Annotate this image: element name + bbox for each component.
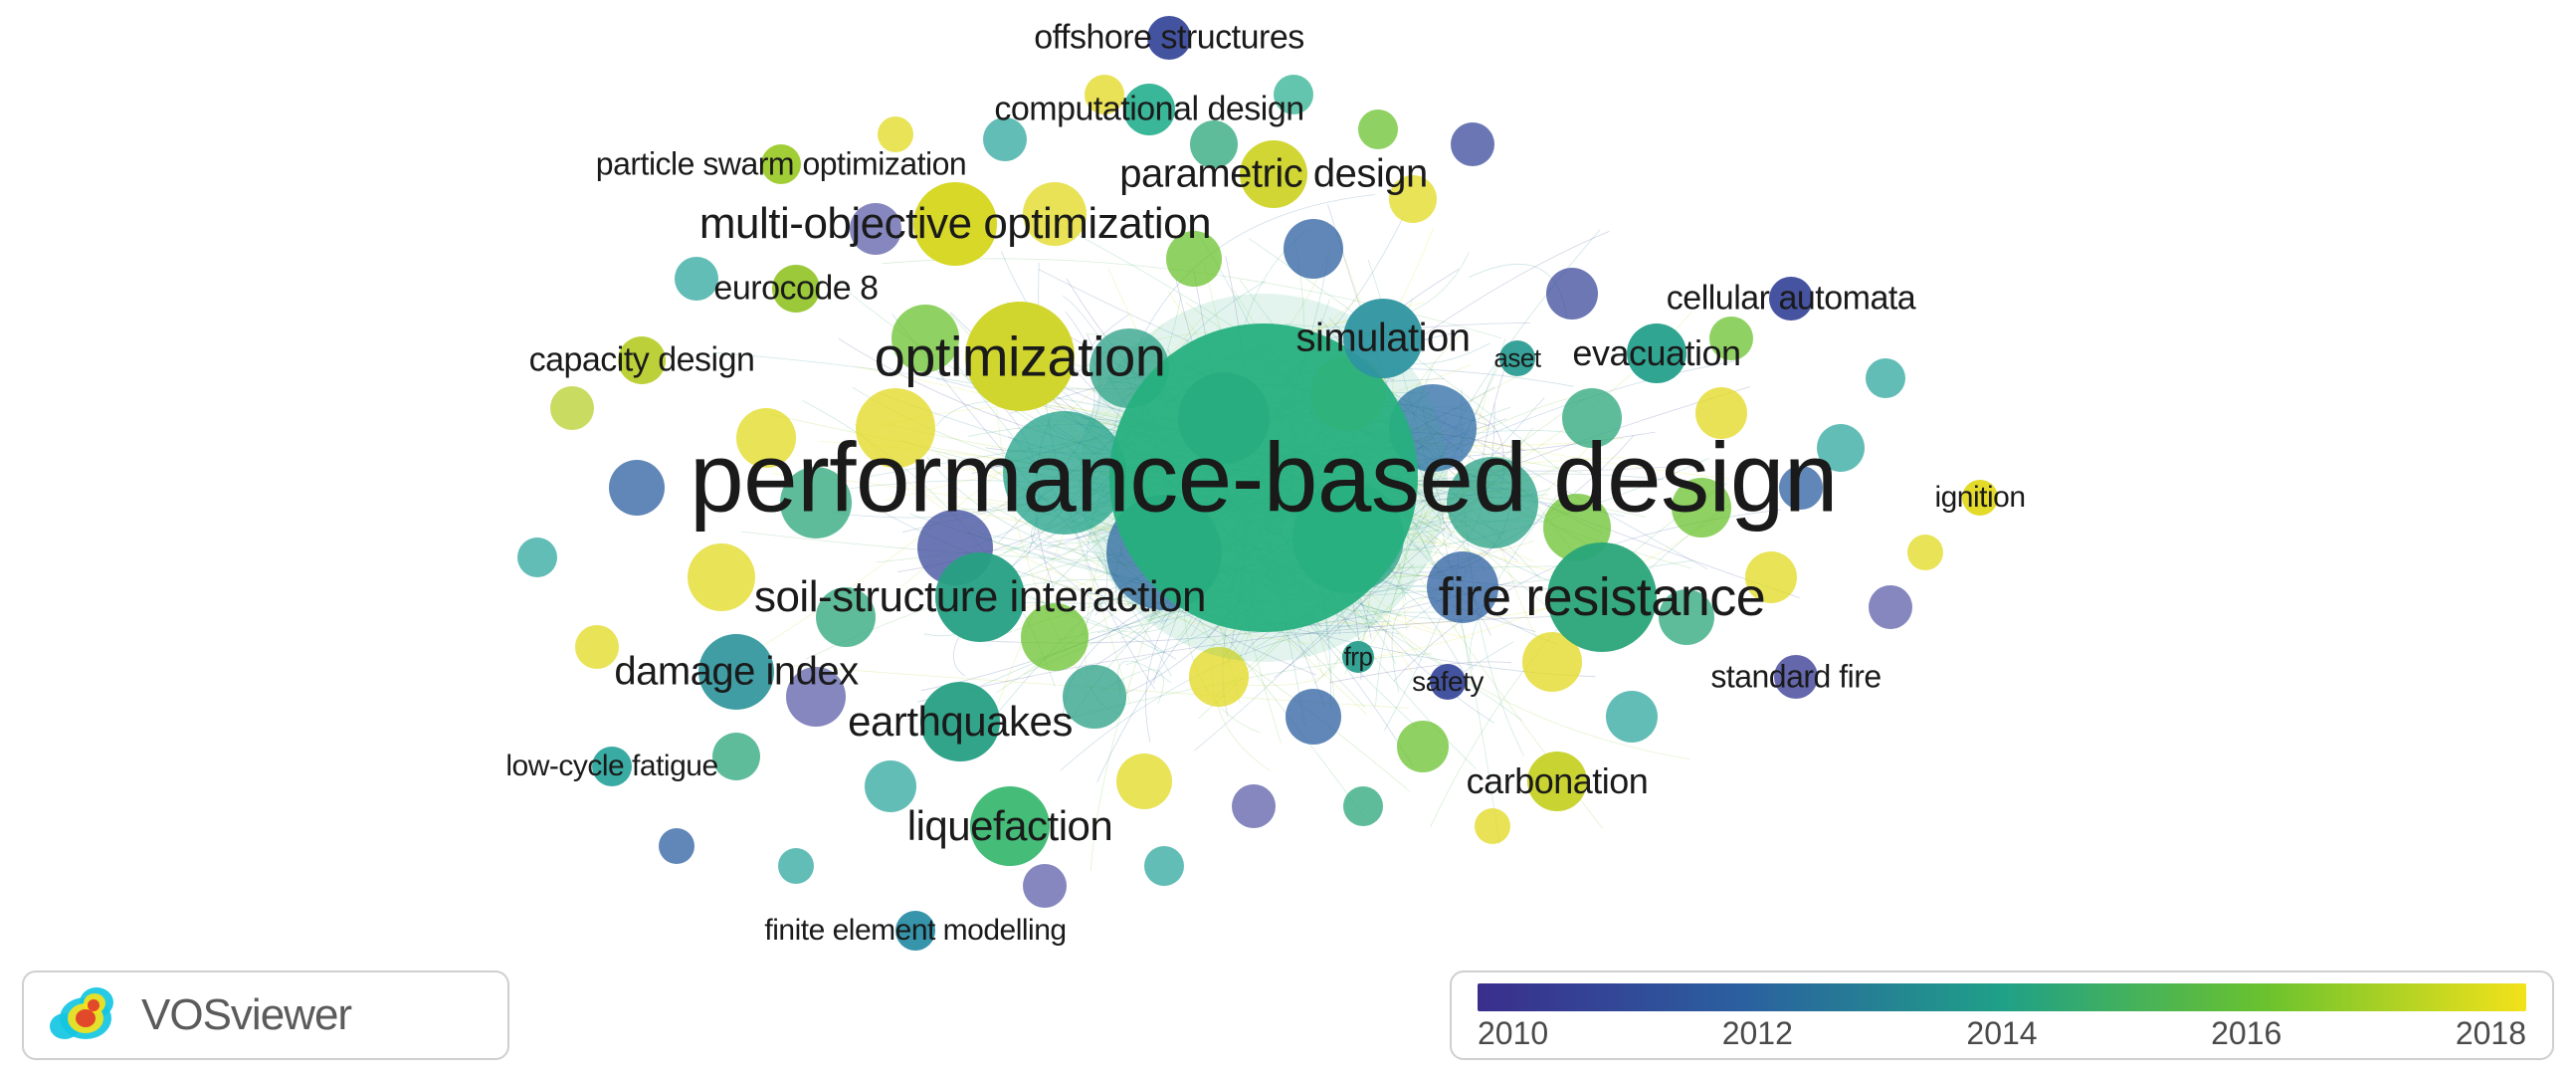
background-node [850,203,901,255]
node-optimization[interactable] [965,302,1075,411]
legend-tick: 2012 [1722,1015,1793,1052]
background-node [1085,75,1124,114]
background-node [609,460,665,516]
background-node [1343,786,1383,826]
background-node [1447,457,1538,548]
node-evacuation[interactable] [1627,323,1686,383]
node-safety[interactable] [1430,664,1466,700]
background-node [1606,691,1658,743]
background-node [1144,846,1184,886]
background-node [1003,411,1126,535]
network-canvas: performance-based designoptimizationfire… [0,0,2576,1078]
background-node [1451,122,1494,166]
background-node [688,543,755,611]
node-carbonation[interactable] [1527,752,1587,811]
background-node [659,828,694,864]
color-legend-box: 2010 2012 2014 2016 2018 [1450,970,2554,1060]
background-node [1063,665,1126,729]
background-node [856,388,935,468]
background-node [1389,175,1437,223]
background-node [1817,424,1865,472]
node-particle-swarm-optimization[interactable] [761,144,801,184]
legend-tick: 2010 [1478,1015,1548,1052]
background-node [1866,358,1905,398]
background-node [1190,120,1238,168]
background-node [1427,551,1498,623]
node-capacity-design[interactable] [618,336,666,384]
background-node [865,760,916,812]
node-aset[interactable] [1499,340,1535,376]
node-finite-element-modelling[interactable] [895,911,935,951]
background-node [1562,388,1622,448]
background-node [1695,387,1747,439]
background-node [1284,219,1343,279]
background-node [1358,109,1398,149]
background-node [1116,754,1172,809]
node-low-cycle-fatigue[interactable] [592,747,632,786]
node-multi-objective-optimization[interactable] [913,182,997,266]
background-node [778,848,814,884]
background-node [1023,864,1067,908]
node-offshore-structures[interactable] [1147,16,1191,60]
background-node [1907,535,1943,570]
background-node [736,408,796,468]
background-node [675,257,718,301]
legend-tick: 2018 [2456,1015,2526,1052]
background-node [1166,231,1222,287]
legend-gradient-bar [1478,983,2526,1011]
background-node [1189,647,1249,707]
node-fire-resistance[interactable] [1547,542,1657,652]
background-node [1286,689,1341,745]
background-node [878,116,913,152]
background-node [1709,317,1753,360]
background-node [550,386,594,430]
node-standard-fire[interactable] [1774,655,1818,699]
background-node [1745,551,1797,603]
node-soil-structure-interaction[interactable] [935,552,1025,642]
background-node [1659,589,1714,645]
background-node [786,667,846,727]
vos-icon-blob [76,1009,96,1027]
background-node [1397,721,1449,772]
background-node [1869,585,1912,629]
node-earthquakes[interactable] [920,682,1000,761]
background-node [1546,268,1598,320]
legend-ticks: 2010 2012 2014 2016 2018 [1478,1015,2526,1052]
vosviewer-logo-box: VOSviewer [22,970,509,1060]
vosviewer-icon [50,987,119,1043]
legend-tick: 2016 [2211,1015,2281,1052]
legend-tick: 2014 [1966,1015,2037,1052]
background-node [892,305,959,372]
background-node [1232,784,1276,828]
background-node [1779,466,1823,510]
background-node [1023,182,1087,246]
background-node [1021,603,1089,671]
background-node [983,117,1027,161]
node-computational-design[interactable] [1123,84,1175,135]
background-node [816,587,876,647]
vosviewer-label: VOSviewer [141,990,351,1040]
background-node [575,625,619,669]
background-node [712,733,760,780]
node-frp[interactable] [1342,641,1374,673]
node-eurocode-8[interactable] [772,265,820,313]
node-parametric-design[interactable] [1240,140,1307,208]
node-damage-index[interactable] [698,634,774,710]
node-simulation[interactable] [1343,299,1423,378]
background-node [1672,478,1731,538]
node-cellular-automata[interactable] [1769,277,1813,321]
background-node [517,538,557,577]
background-node [1274,75,1313,114]
node-liquefaction[interactable] [970,786,1050,866]
background-node [1475,808,1510,844]
background-node [780,467,852,539]
vos-icon-blob [88,999,99,1011]
node-ignition[interactable] [1962,480,1998,516]
